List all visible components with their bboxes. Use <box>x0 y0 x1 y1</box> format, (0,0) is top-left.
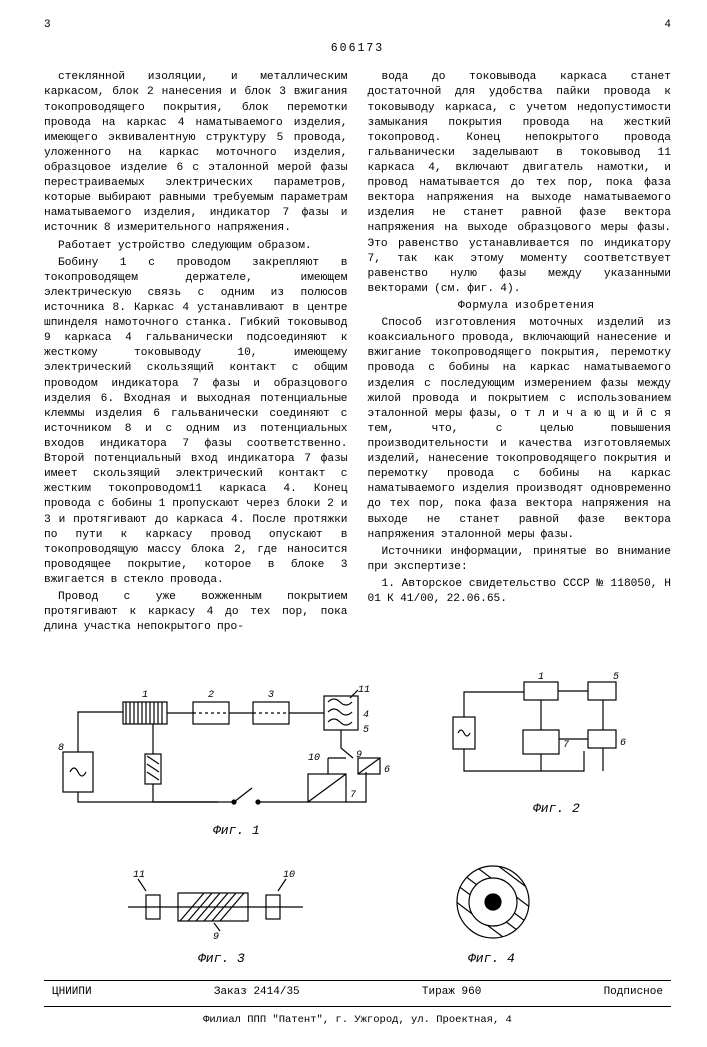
footer-row: ЦНИИПИ Заказ 2414/35 Тираж 960 Подписное <box>44 985 671 1000</box>
para: Способ изготовления моточных изделий из … <box>368 316 672 543</box>
text-columns: стеклянной изоляции, и металлическим кар… <box>44 70 671 637</box>
para: Работает устройство следующим образом. <box>44 239 348 254</box>
svg-text:9: 9 <box>356 750 362 761</box>
svg-text:Фиг. 1: Фиг. 1 <box>213 823 260 838</box>
svg-text:11: 11 <box>358 685 370 696</box>
svg-text:Фиг. 3: Фиг. 3 <box>198 951 245 966</box>
divider <box>44 980 671 981</box>
svg-text:Фиг. 2: Фиг. 2 <box>533 801 580 816</box>
svg-text:3: 3 <box>268 690 274 701</box>
footer-org: ЦНИИПИ <box>52 985 92 1000</box>
patent-page: 3 4 606173 стеклянной изоляции, и металл… <box>0 0 707 1047</box>
svg-text:1: 1 <box>538 672 544 683</box>
svg-text:11: 11 <box>133 870 145 881</box>
page-num-right: 4 <box>664 18 671 33</box>
footer-address: Филиал ППП "Патент", г. Ужгород, ул. Про… <box>44 1013 671 1027</box>
svg-text:9: 9 <box>213 932 219 943</box>
page-header: 3 4 <box>44 18 671 33</box>
svg-text:6: 6 <box>620 738 626 749</box>
svg-text:2: 2 <box>208 690 214 701</box>
footer-tirazh: Тираж 960 <box>422 985 481 1000</box>
svg-text:5: 5 <box>363 725 369 736</box>
right-column: вода до токовывода каркаса станет достат… <box>368 70 672 637</box>
para: Провод с уже вожженным покрытием протяги… <box>44 590 348 635</box>
footer-order: Заказ 2414/35 <box>214 985 300 1000</box>
svg-text:4: 4 <box>363 710 369 721</box>
figure-row-2: 11 10 9 Фиг. 3 <box>44 857 671 972</box>
svg-text:1: 1 <box>142 690 148 701</box>
claims-heading: Формула изобретения <box>368 299 672 314</box>
para: вода до токовывода каркаса станет достат… <box>368 70 672 297</box>
divider <box>44 1006 671 1007</box>
svg-text:8: 8 <box>58 743 64 754</box>
svg-text:5: 5 <box>613 672 619 683</box>
para: 1. Авторское свидетельство СССР № 118050… <box>368 577 672 607</box>
svg-text:7: 7 <box>350 790 356 801</box>
para: Бобину 1 с проводом закрепляют в токопро… <box>44 256 348 588</box>
figure-row-1: 8 1 2 3 <box>44 652 671 842</box>
para: Источники информации, принятые во вниман… <box>368 545 672 575</box>
footer-sub: Подписное <box>604 985 663 1000</box>
para: стеклянной изоляции, и металлическим кар… <box>44 70 348 236</box>
svg-text:10: 10 <box>308 753 320 764</box>
svg-text:Фиг. 4: Фиг. 4 <box>468 951 515 966</box>
svg-text:7: 7 <box>563 740 569 751</box>
fig1-fig2-svg: 8 1 2 3 <box>53 652 663 842</box>
patent-number: 606173 <box>44 41 671 57</box>
svg-text:6: 6 <box>384 765 390 776</box>
svg-text:10: 10 <box>283 870 295 881</box>
page-num-left: 3 <box>44 18 51 33</box>
left-column: стеклянной изоляции, и металлическим кар… <box>44 70 348 637</box>
fig3-fig4-svg: 11 10 9 Фиг. 3 <box>88 857 628 972</box>
